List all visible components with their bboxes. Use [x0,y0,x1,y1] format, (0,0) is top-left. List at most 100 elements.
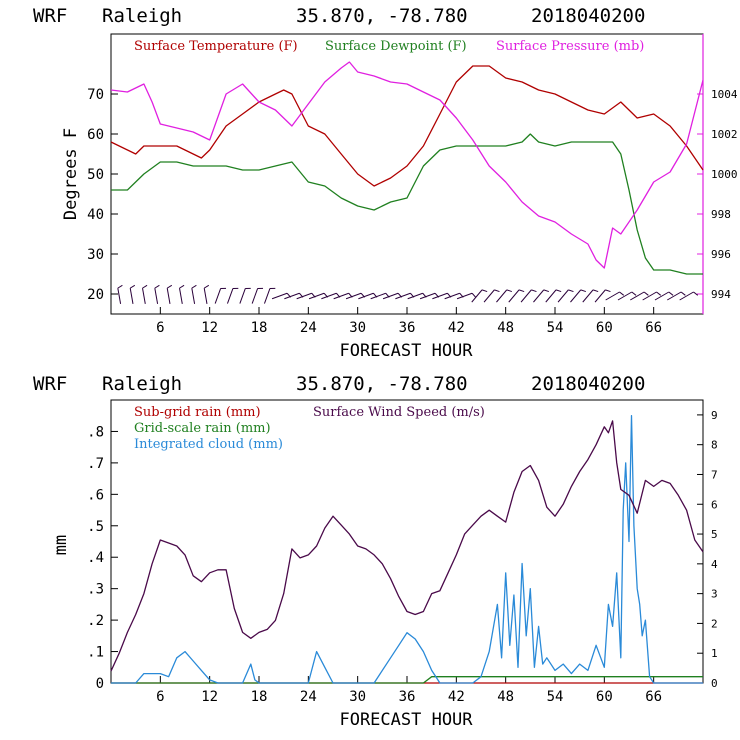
y-tick-label: 30 [87,247,104,263]
x-tick-label: 48 [497,689,514,705]
x-tick-label: 24 [300,689,317,705]
y-tick-label: 40 [87,207,104,223]
series-line-surface-pressure [110,61,704,269]
top-header-run: 2018040200 [531,5,645,27]
top-y-axis-label: Degrees F [61,128,81,220]
wind-barb [654,291,674,301]
x-tick-label: 24 [300,320,317,336]
y-tick-label: .6 [87,487,104,503]
wind-barb [630,291,649,301]
wind-barb [456,292,477,300]
legend-dewpoint: Surface Dewpoint (F) [325,39,467,54]
y-tick-label: .5 [87,519,104,535]
wind-barb [667,291,686,301]
wind-barb [679,291,699,301]
top-header-station: Raleigh [102,5,182,27]
wind-barb [226,287,239,304]
top-right-ticks: 994 996 998 1000 1002 1004 [697,88,738,301]
wind-barb [582,289,599,303]
wind-barb [191,284,197,304]
wind-barb [321,292,341,300]
y-tick-label: 70 [87,87,104,103]
y-tick-label: 0 [96,676,104,692]
bottom-panel: WRF Raleigh 35.870, -78.780 2018040200 S… [33,373,718,730]
wind-barb [520,289,537,303]
bottom-x-axis-label: FORECAST HOUR [339,710,473,730]
wind-barb [570,289,587,303]
right-tick-label: 6 [711,498,718,511]
wind-barb [483,289,500,303]
right-tick-label: 7 [711,468,718,481]
wind-barb [496,289,513,303]
wind-barb [345,292,366,300]
bottom-header-coords: 35.870, -78.780 [296,373,468,395]
wind-barb [129,284,136,304]
wind-barb [166,284,173,304]
x-tick-label: 54 [547,320,564,336]
y-tick-label: .1 [87,645,104,661]
wind-barb [358,292,378,300]
y-tick-label: .2 [87,613,104,629]
wind-barb [395,292,415,300]
y-tick-label: 60 [87,127,104,143]
wind-barb [239,287,251,304]
x-tick-label: 30 [349,689,366,705]
legend-pressure: Surface Pressure (mb) [496,39,644,54]
series-line-surface-dewpoint [111,133,703,275]
wind-barb [142,284,148,304]
wind-barb [251,287,264,304]
x-tick-label: 6 [156,320,164,336]
right-tick-label: 0 [711,677,718,690]
right-tick-label: 5 [711,528,718,541]
y-tick-label: .7 [87,456,104,472]
y-tick-label: 50 [87,167,104,183]
bottom-header-run: 2018040200 [531,373,645,395]
right-tick-label: 3 [711,588,718,601]
bottom-y-ticks: 0 .1 .2 .3 .4 .5 .6 .7 .8 [87,424,118,692]
right-tick-label: 998 [711,208,731,221]
right-tick-label: 994 [711,288,731,301]
y-tick-label: 20 [87,287,104,303]
series-line-surface-wind-speed [110,420,704,672]
top-panel: WRF Raleigh 35.870, -78.780 2018040200 S… [33,5,738,361]
wind-barbs [117,284,699,304]
wind-barb [214,287,227,304]
y-tick-label: .8 [87,424,104,440]
wind-barb [617,291,637,301]
legend-gridscale-rain: Grid-scale rain (mm) [134,421,271,436]
right-tick-label: 1002 [711,128,738,141]
bottom-y-axis-label: mm [51,535,71,555]
bottom-right-ticks: 0 1 2 3 4 5 6 7 8 9 [697,409,718,690]
bottom-header-station: Raleigh [102,373,182,395]
right-tick-label: 4 [711,558,718,571]
x-tick-label: 18 [251,689,268,705]
bottom-header-model: WRF [33,373,67,395]
x-tick-label: 30 [349,320,366,336]
wind-barb [271,292,292,300]
x-tick-label: 42 [448,689,465,705]
top-header-coords: 35.870, -78.780 [296,5,468,27]
wind-barb [605,291,625,301]
wind-barb [642,291,662,301]
wind-barb [508,289,525,303]
wind-barb [154,284,160,304]
wind-barb [419,292,440,300]
top-y-ticks: 20 30 40 50 60 70 [87,87,118,303]
y-tick-label: .3 [87,582,104,598]
x-tick-label: 66 [645,689,662,705]
wind-barb [179,284,185,304]
wind-barb [263,287,276,304]
x-tick-label: 12 [201,320,218,336]
wind-barb [117,284,123,304]
y-tick-label: .4 [87,550,104,566]
right-tick-label: 8 [711,439,718,452]
top-plot-frame [110,33,704,315]
series-line-integrated-cloud [111,415,703,684]
legend-temperature: Surface Temperature (F) [134,39,298,54]
bottom-series-group [110,415,704,684]
wind-barb [471,289,488,303]
x-tick-label: 60 [596,689,613,705]
legend-subgrid-rain: Sub-grid rain (mm) [134,405,261,420]
x-tick-label: 54 [547,689,564,705]
wind-barb [308,292,329,300]
